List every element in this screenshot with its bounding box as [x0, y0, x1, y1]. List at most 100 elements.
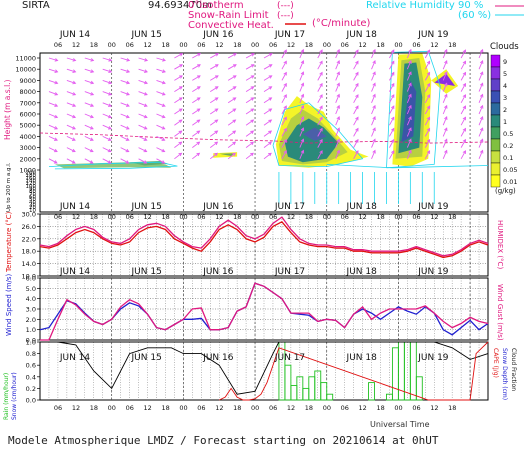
convective-legend: Convective Heat.	[188, 20, 274, 31]
wind-arrow-head	[232, 53, 237, 57]
wind-arrow	[263, 119, 272, 126]
wind-arrow	[138, 124, 147, 130]
wind-arrow	[48, 135, 58, 141]
wind-arrow	[192, 130, 200, 137]
wind-arrow	[138, 102, 148, 107]
hour-label: 06	[269, 41, 277, 49]
wind-arrow	[263, 108, 272, 115]
day-label: JUN 15	[131, 30, 162, 40]
day-label: JUN 17	[274, 30, 305, 40]
hour-label: 12	[287, 41, 295, 49]
day-label: JUN 16	[202, 30, 234, 40]
wind-arrow-head	[391, 150, 395, 154]
wind-arrow-head	[178, 141, 183, 146]
wind-arrow	[245, 64, 255, 70]
wind-arrow	[210, 86, 219, 92]
wind-arrow-head	[54, 92, 59, 96]
wind-arrow	[192, 108, 201, 115]
day-label: JUN 16	[202, 202, 234, 212]
wind-arrow-head	[336, 93, 340, 98]
wind-arrow-head	[268, 141, 272, 146]
hour-label: 12	[144, 41, 152, 49]
wind-arrow	[245, 141, 254, 148]
wind-arrow-head	[178, 86, 183, 90]
rh-contour-2	[272, 102, 364, 168]
wind-arrow	[406, 150, 412, 159]
wind-arrow	[138, 79, 148, 84]
wind-arrow	[120, 135, 129, 141]
wind-arrow	[174, 130, 182, 137]
wind-arrow-head	[214, 141, 219, 146]
wind-arrow-head	[336, 116, 340, 120]
wind-arrow	[102, 57, 112, 61]
prec-ytick-label: 0.0	[26, 397, 36, 405]
wind-arrow	[84, 135, 94, 141]
wind-arrow-head	[372, 93, 376, 98]
wind-arrow	[389, 72, 395, 81]
wind-arrow-head	[372, 104, 376, 109]
wind-arrow-head	[125, 126, 130, 130]
colorbar-level: 9	[503, 58, 507, 66]
wind-arrow-head	[283, 127, 287, 132]
ytick-low-label: 180	[26, 173, 37, 179]
hour-label: 00	[179, 41, 187, 49]
wind-arrow-head	[462, 116, 466, 121]
wind-arrow	[478, 49, 483, 59]
wind-arrow	[299, 83, 304, 92]
wind-arrow-head	[161, 137, 166, 141]
wind-arrow	[210, 64, 219, 70]
wind-arrow	[317, 150, 323, 160]
ytick-low-label: 20	[29, 205, 36, 211]
wind-arrow	[389, 83, 395, 92]
wind-arrow-head	[426, 71, 431, 76]
day-label: JUN 18	[346, 202, 378, 212]
wind-arrow-head	[89, 137, 94, 141]
wind-ytick-label: 6.0	[26, 275, 36, 283]
wind-arrow	[424, 49, 431, 59]
hour-label: 06	[197, 41, 205, 49]
wind-arrow-head	[336, 138, 340, 143]
day-label: JUN 16	[202, 353, 234, 363]
wind-arrow	[389, 94, 395, 104]
wind-arrow-head	[408, 71, 412, 76]
wind-arrow-head	[319, 105, 323, 110]
wind-arrow-head	[232, 97, 237, 101]
wind-arrow-head	[319, 82, 323, 87]
wind-arrow-head	[268, 108, 273, 112]
wind-arrow-head	[444, 127, 448, 132]
hour-label: 12	[72, 41, 80, 49]
wind-arrow-head	[232, 86, 237, 90]
wind-arrow	[138, 113, 148, 118]
wind-arrow	[245, 152, 254, 160]
colorbar-level: 3	[503, 94, 507, 102]
wind-arrow	[227, 53, 237, 59]
wind-arrow	[442, 49, 448, 59]
wind-arrow-head	[215, 53, 219, 57]
wind-arrow	[245, 86, 254, 92]
panel-frame-prec	[39, 341, 489, 401]
wind-arrow	[120, 102, 130, 107]
colorbar-swatch	[490, 174, 501, 188]
wind-arrow-head	[72, 69, 77, 73]
hour-label: 18	[233, 404, 241, 412]
wind-arrow	[156, 158, 165, 164]
wind-arrow	[102, 79, 112, 84]
cloud-ylabel: Height (m a.s.l.)	[3, 79, 12, 140]
wind-arrow	[442, 127, 448, 137]
wind-arrow	[299, 139, 304, 148]
cloud-fraction-line	[40, 341, 489, 395]
wind-arrow	[371, 127, 376, 137]
wind-arrow	[156, 79, 166, 84]
wind-arrow-head	[72, 58, 77, 62]
ytick-low-label: 200	[26, 171, 37, 177]
wind-arrow	[156, 68, 166, 73]
hour-label: 00	[251, 41, 259, 49]
wind-arrow	[281, 117, 287, 126]
wind-arrow	[406, 139, 412, 148]
cloud-ylabel-low: Up to 200 m a.g.l.	[6, 162, 12, 212]
wind-arrow	[371, 139, 376, 148]
wind-arrow-head	[319, 49, 323, 54]
wind-arrow-head	[300, 138, 305, 143]
wind-arrow	[460, 128, 466, 137]
